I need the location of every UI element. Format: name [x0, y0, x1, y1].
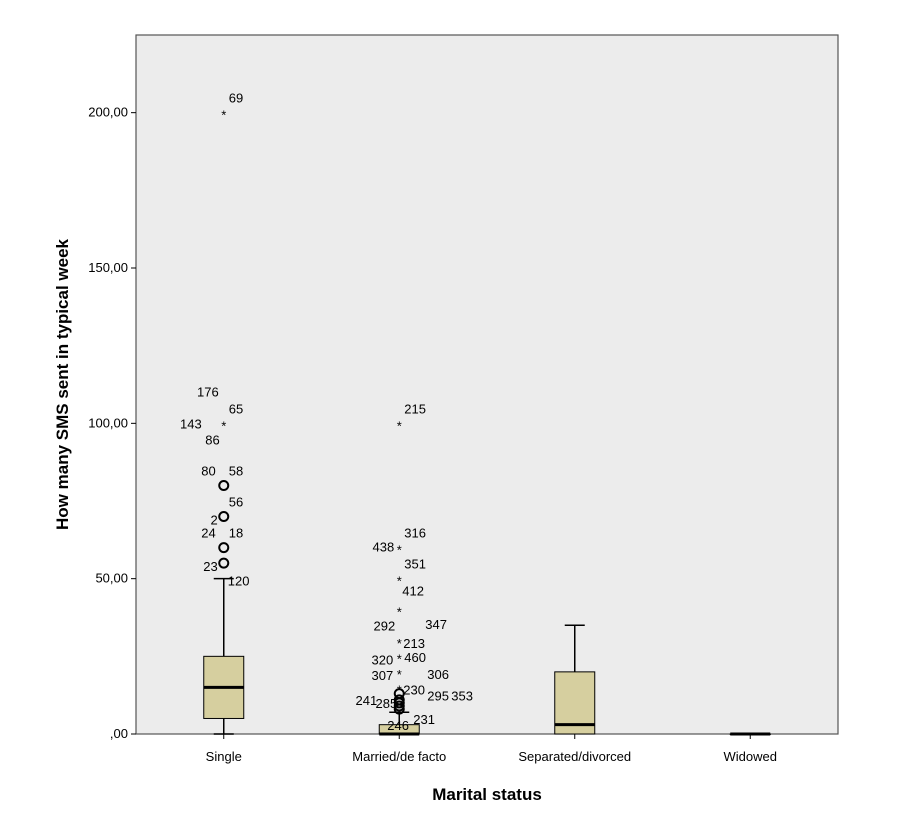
outlier-label: 285 [376, 696, 398, 711]
outlier-label: 460 [404, 650, 426, 665]
outlier-label: 80 [201, 463, 215, 478]
outlier-label: 143 [180, 416, 202, 431]
outlier-label: 65 [229, 401, 243, 416]
outlier-label: 176 [197, 384, 219, 399]
y-tick-label: 50,00 [95, 571, 128, 586]
x-tick-label: Single [206, 749, 242, 764]
outlier-point [218, 557, 230, 569]
outlier-label: 2 [211, 513, 218, 528]
extreme-point: * [397, 574, 402, 589]
x-tick-label: Separated/divorced [518, 749, 631, 764]
outlier-label: 412 [402, 584, 424, 599]
y-axis: ,00 50,00 100,00 150,00 200,00 [88, 105, 136, 741]
outlier-label: 320 [372, 652, 394, 667]
outlier-label: 353 [451, 689, 473, 704]
outlier-label: 295 [427, 689, 449, 704]
outlier-label: 120 [228, 574, 250, 589]
outlier-label: 56 [229, 495, 243, 510]
outlier-label: 24 [201, 526, 215, 541]
extreme-point: * [397, 543, 402, 558]
outlier-label: 86 [205, 432, 219, 447]
outlier-point [218, 511, 230, 523]
outlier-label: 306 [427, 667, 449, 682]
outlier-label: 241 [356, 693, 378, 708]
extreme-point: * [397, 418, 402, 433]
outlier-label: 307 [372, 668, 394, 683]
outlier-label: 438 [373, 540, 395, 555]
y-tick-label: 100,00 [88, 415, 128, 430]
outlier-label: 351 [404, 557, 426, 572]
outlier-point [218, 542, 230, 554]
extreme-point: * [397, 605, 402, 620]
box-widowed [729, 732, 771, 736]
extreme-point: * [397, 636, 402, 651]
outlier-label: 213 [403, 636, 425, 651]
outlier-label: 69 [229, 91, 243, 106]
extreme-point: * [221, 418, 226, 433]
y-axis-title: How many SMS sent in typical week [53, 238, 72, 530]
outlier-label: 292 [374, 619, 396, 634]
outlier-label: 23 [203, 559, 217, 574]
y-tick-label: 150,00 [88, 260, 128, 275]
x-tick-label: Married/de facto [352, 749, 446, 764]
outlier-label: 18 [229, 526, 243, 541]
outlier-label: 246 [387, 718, 409, 733]
x-axis: Single Married/de facto Separated/divorced… [206, 734, 777, 764]
extreme-point: * [221, 108, 226, 123]
outlier-label: 215 [404, 401, 426, 416]
x-tick-label: Widowed [724, 749, 777, 764]
y-tick-label: 200,00 [88, 105, 128, 120]
outlier-label: 231 [413, 712, 435, 727]
outlier-label: 230 [403, 682, 425, 697]
y-tick-label: ,00 [110, 726, 128, 741]
box-separated-divorced [554, 624, 596, 735]
outlier-point [393, 703, 405, 715]
x-axis-title: Marital status [432, 785, 542, 804]
outlier-label: 316 [404, 526, 426, 541]
extreme-point: * [397, 651, 402, 666]
outlier-label: 347 [425, 617, 447, 632]
extreme-point: * [397, 667, 402, 682]
outlier-point [218, 479, 230, 491]
plot-area [135, 34, 839, 735]
outlier-label: 58 [229, 463, 243, 478]
